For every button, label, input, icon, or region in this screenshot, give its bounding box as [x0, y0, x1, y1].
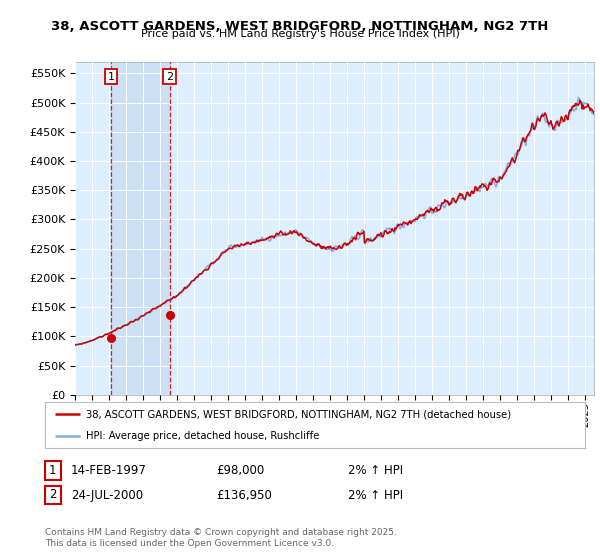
Text: 24-JUL-2000: 24-JUL-2000	[71, 488, 143, 502]
Text: HPI: Average price, detached house, Rushcliffe: HPI: Average price, detached house, Rush…	[86, 431, 319, 441]
Text: 2: 2	[166, 72, 173, 82]
Text: 38, ASCOTT GARDENS, WEST BRIDGFORD, NOTTINGHAM, NG2 7TH: 38, ASCOTT GARDENS, WEST BRIDGFORD, NOTT…	[52, 20, 548, 32]
Text: 38, ASCOTT GARDENS, WEST BRIDGFORD, NOTTINGHAM, NG2 7TH (detached house): 38, ASCOTT GARDENS, WEST BRIDGFORD, NOTT…	[86, 409, 511, 419]
Text: 2% ↑ HPI: 2% ↑ HPI	[348, 464, 403, 478]
Text: Contains HM Land Registry data © Crown copyright and database right 2025.
This d: Contains HM Land Registry data © Crown c…	[45, 528, 397, 548]
Text: £98,000: £98,000	[216, 464, 264, 478]
Text: £136,950: £136,950	[216, 488, 272, 502]
Bar	[111, 62, 170, 395]
Text: 2% ↑ HPI: 2% ↑ HPI	[348, 488, 403, 502]
Text: 1: 1	[49, 464, 56, 477]
Text: 2: 2	[49, 488, 56, 501]
Text: 1: 1	[107, 72, 115, 82]
Text: 14-FEB-1997: 14-FEB-1997	[71, 464, 146, 478]
Text: Price paid vs. HM Land Registry's House Price Index (HPI): Price paid vs. HM Land Registry's House …	[140, 29, 460, 39]
